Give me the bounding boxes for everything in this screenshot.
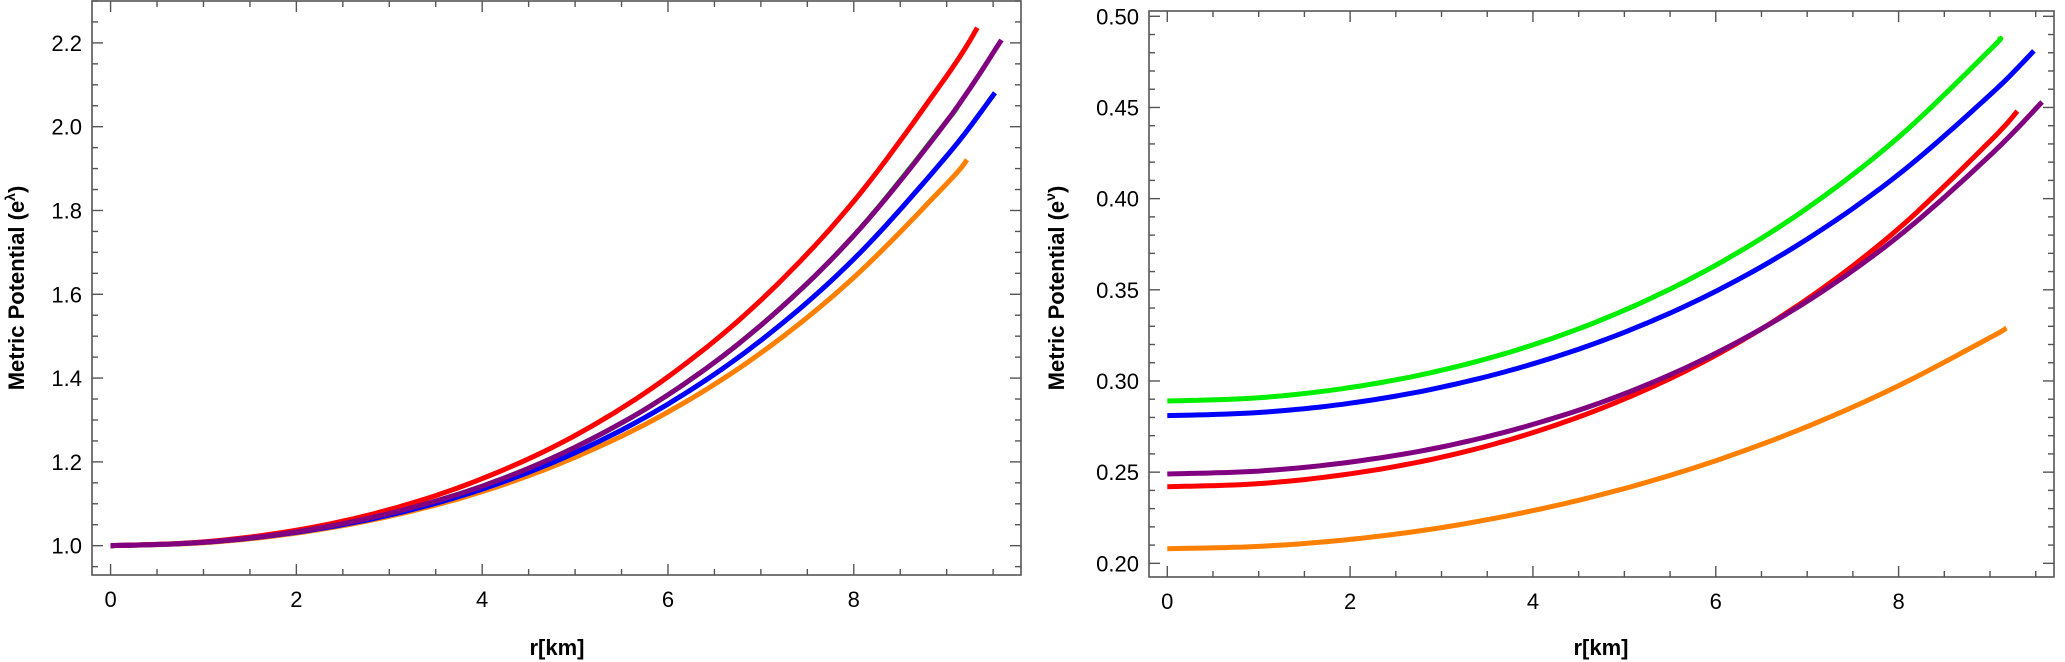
left-panel-metric-potential-lambda: 0 2 4 6 8 1.0 1.2 1.4 1.6 1.8 2.0 2.2 r[km] Metric … bbox=[2, 0, 1022, 660]
left-y-axis-title-text: Metric Potential (e bbox=[4, 201, 29, 390]
left-tick-labels: 0 2 4 6 8 1.0 1.2 1.4 1.6 1.8 2.0 2.2 bbox=[51, 31, 859, 612]
left-plot-frame bbox=[91, 0, 1022, 576]
left-y-tick-label: 1.4 bbox=[51, 366, 82, 391]
right-y-tick-label: 0.50 bbox=[1096, 4, 1139, 29]
left-series-green-line bbox=[110, 105, 960, 549]
right-ticks bbox=[1149, 11, 2054, 577]
left-ticks bbox=[92, 0, 1021, 575]
right-tick-labels: 0 2 4 6 8 0.20 0.25 0.30 0.35 0.40 0.45 0.50 bbox=[1096, 4, 1905, 614]
left-x-axis-title: r[km] bbox=[529, 635, 584, 660]
left-x-tick-label: 4 bbox=[476, 587, 488, 612]
left-y-tick-label: 1.2 bbox=[51, 450, 82, 475]
right-y-axis-title-suffix: ) bbox=[1044, 186, 1069, 193]
left-y-tick-label: 2.2 bbox=[51, 31, 82, 56]
right-panel-metric-potential-nu: 0 2 4 6 80.200.250.300.350.400.450.50 r[km] … bbox=[1042, 4, 2055, 660]
right-series-red-line bbox=[1167, 109, 2020, 490]
right-series-orange-line bbox=[1167, 325, 2009, 552]
right-y-axis-title: Metric Potential (eν) bbox=[1042, 186, 1069, 391]
right-y-tick-label: 0.25 bbox=[1096, 460, 1139, 485]
right-y-axis-title-text: Metric Potential (e bbox=[1044, 201, 1069, 390]
right-y-axis-title-superscript: ν bbox=[1042, 193, 1058, 201]
right-series-blue-line bbox=[1167, 49, 2036, 419]
left-x-tick-label: 6 bbox=[662, 587, 674, 612]
left-y-tick-label: 1.8 bbox=[51, 198, 82, 223]
right-y-tick-label: 0.30 bbox=[1096, 369, 1139, 394]
left-series-purple-line bbox=[110, 38, 1004, 549]
right-series-layer bbox=[1167, 35, 2044, 552]
right-x-tick-label: 0 bbox=[1161, 589, 1173, 614]
right-x-axis-title: r[km] bbox=[1573, 635, 1628, 660]
left-y-axis-title-suffix: ) bbox=[4, 186, 29, 193]
right-y-tick-label: 0.45 bbox=[1096, 95, 1139, 120]
left-x-tick-label: 0 bbox=[104, 587, 116, 612]
left-y-tick-label: 1.0 bbox=[51, 534, 82, 559]
right-x-tick-label: 4 bbox=[1527, 589, 1539, 614]
right-series-green-line bbox=[1167, 35, 2004, 404]
right-y-tick-label: 0.35 bbox=[1096, 278, 1139, 303]
right-plot-frame bbox=[1148, 10, 2055, 578]
left-x-tick-label: 8 bbox=[848, 587, 860, 612]
left-series-layer bbox=[110, 26, 1004, 549]
left-y-tick-label: 1.6 bbox=[51, 282, 82, 307]
right-x-tick-label: 8 bbox=[1892, 589, 1904, 614]
left-y-axis-title: Metric Potential (eλ) bbox=[2, 186, 29, 391]
right-y-tick-label: 0.20 bbox=[1096, 551, 1139, 576]
right-x-tick-label: 2 bbox=[1344, 589, 1356, 614]
right-x-tick-label: 6 bbox=[1710, 589, 1722, 614]
right-y-tick-label: 0.40 bbox=[1096, 187, 1139, 212]
left-y-axis-title-superscript: λ bbox=[2, 193, 18, 201]
left-y-tick-label: 2.0 bbox=[51, 115, 82, 140]
left-x-tick-label: 2 bbox=[290, 587, 302, 612]
right-series-purple-line bbox=[1167, 100, 2044, 477]
left-series-blue-line bbox=[110, 91, 997, 549]
